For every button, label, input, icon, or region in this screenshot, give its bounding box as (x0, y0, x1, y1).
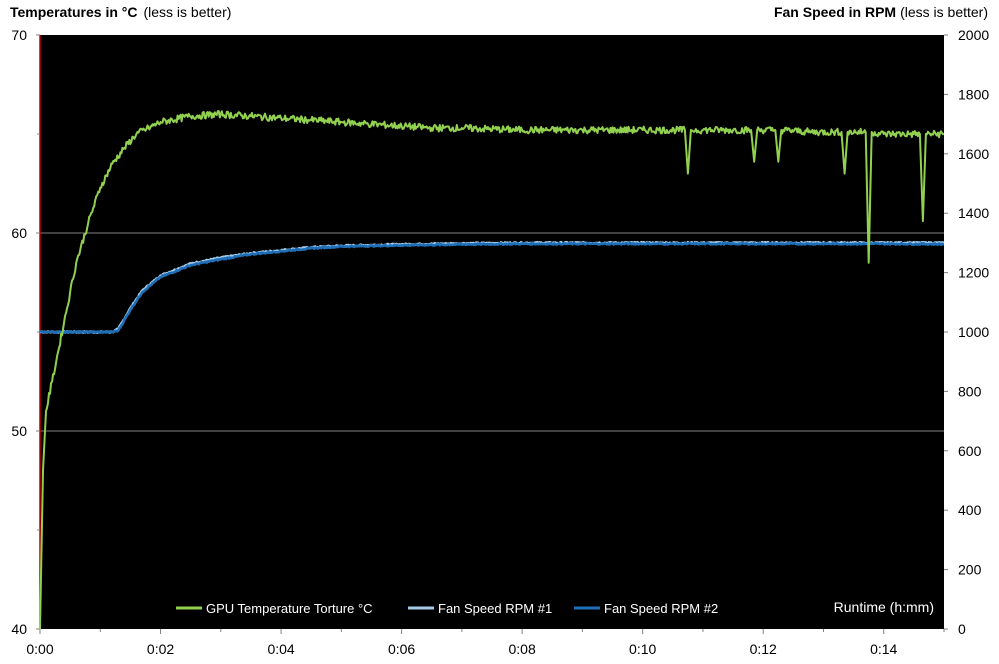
x-axis-title: Runtime (h:mm) (834, 599, 934, 615)
x-tick-label: 0:10 (629, 641, 656, 657)
right-tick-label: 200 (958, 562, 982, 578)
right-tick-label: 400 (958, 502, 982, 518)
right-tick-labels: 0 200 400 600 800 1000 1200 1400 1600 1800 2000 (958, 27, 989, 637)
left-axis-title-note: (less is better) (143, 4, 231, 20)
gridlines (40, 232, 944, 432)
x-tick-label: 0:14 (870, 641, 897, 657)
right-tick-label: 600 (958, 443, 982, 459)
left-tick-label: 60 (11, 225, 27, 241)
right-axis-title: Fan Speed in RPM (less is better) (774, 4, 988, 20)
x-tick-label: 0:04 (267, 641, 294, 657)
left-tick-label: 70 (11, 27, 27, 43)
series-line-3 (39, 241, 945, 335)
right-tick-label: 1400 (958, 205, 989, 221)
series-line-1 (39, 110, 945, 630)
right-axis-title-note: (less is better) (900, 4, 988, 20)
right-tick-label: 800 (958, 383, 982, 399)
axis-ticks (36, 34, 948, 634)
left-tick-label: 50 (11, 423, 27, 439)
right-tick-label: 2000 (958, 27, 989, 43)
left-tick-label: 40 (11, 621, 27, 637)
plot-area (40, 35, 944, 629)
right-tick-label: 1600 (958, 146, 989, 162)
legend-label-3: Fan Speed RPM #2 (604, 601, 718, 616)
right-tick-label: 1000 (958, 324, 989, 340)
x-tick-labels: 0:00 0:02 0:04 0:06 0:08 0:10 0:12 0:14 (26, 641, 897, 657)
x-tick-label: 0:08 (509, 641, 536, 657)
left-axis-title-bold: Temperatures in °C (10, 4, 137, 20)
right-axis-title-bold: Fan Speed in RPM (774, 4, 896, 20)
right-tick-label: 1800 (958, 86, 989, 102)
left-tick-labels: 40 50 60 70 (11, 27, 27, 637)
x-tick-label: 0:06 (388, 641, 415, 657)
series-layer (39, 110, 945, 630)
x-tick-label: 0:02 (147, 641, 174, 657)
x-tick-label: 0:00 (26, 641, 53, 657)
right-tick-label: 0 (958, 621, 966, 637)
legend: GPU Temperature Torture °C Fan Speed RPM … (176, 601, 718, 616)
legend-label-1: GPU Temperature Torture °C (206, 601, 373, 616)
legend-label-2: Fan Speed RPM #1 (438, 601, 552, 616)
right-tick-label: 1200 (958, 265, 989, 281)
x-tick-label: 0:12 (750, 641, 777, 657)
left-axis-title: Temperatures in °C (less is better) (10, 4, 231, 20)
